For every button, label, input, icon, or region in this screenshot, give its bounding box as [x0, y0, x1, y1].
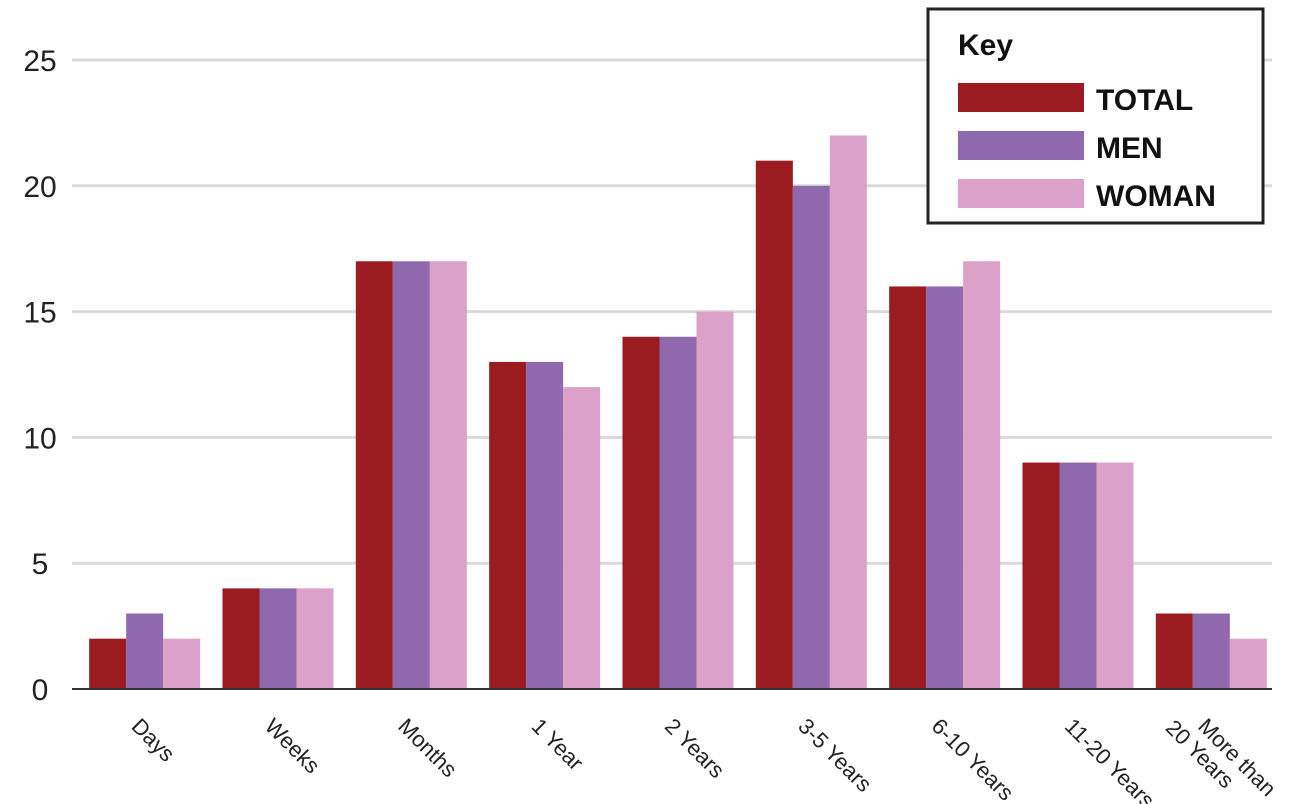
legend-swatch-men	[958, 131, 1084, 160]
bar-woman	[1096, 462, 1134, 689]
bar-woman	[296, 588, 334, 689]
bar-men	[259, 588, 297, 689]
bar-men	[392, 261, 430, 689]
y-tick-label: 20	[23, 171, 56, 204]
bar-woman	[829, 135, 867, 690]
y-tick-label: 15	[23, 297, 56, 330]
bar-men	[1059, 462, 1097, 689]
bar-total	[222, 588, 260, 689]
bar-total	[622, 336, 660, 689]
legend-items: TOTAL MEN WOMAN	[958, 83, 1216, 213]
bar-woman	[963, 261, 1001, 689]
bar-woman	[1229, 638, 1267, 689]
bar-total	[889, 286, 927, 689]
bar-woman	[429, 261, 467, 689]
x-category-label: 1 Year	[527, 713, 589, 775]
bar-total	[489, 361, 527, 689]
bars	[89, 135, 1267, 690]
x-category-label: Months	[393, 713, 462, 782]
bar-men	[1192, 613, 1230, 689]
legend-title: Key	[958, 29, 1013, 62]
y-tick-label: 10	[23, 422, 56, 455]
legend-label-total: TOTAL	[1096, 84, 1193, 117]
y-tick-label: 25	[23, 45, 56, 78]
x-axis-category-labels: Days Weeks Months 1 Year 2 Years 3-5 Years 6-1…	[127, 698, 1281, 804]
bar-total	[1022, 462, 1060, 689]
bar-men	[659, 336, 697, 689]
x-category-label: Days	[127, 713, 180, 766]
bar-men	[526, 361, 564, 689]
bar-men	[792, 185, 830, 690]
x-category-label: 6-10 Years	[927, 713, 1019, 804]
x-category-label: Weeks	[260, 713, 325, 778]
legend-label-men: MEN	[1096, 132, 1163, 165]
y-tick-label: 0	[32, 674, 49, 707]
legend-swatch-woman	[958, 179, 1084, 208]
bar-woman	[563, 387, 601, 689]
bar-total	[755, 160, 793, 689]
legend: Key TOTAL MEN WOMAN	[926, 7, 1265, 225]
legend-label-woman: WOMAN	[1096, 180, 1216, 213]
legend-swatch-total	[958, 83, 1084, 112]
x-category-label: 2 Years	[660, 713, 730, 783]
bar-men	[126, 613, 164, 689]
x-category-label: More than20 Years	[1161, 698, 1281, 804]
x-category-label: 3-5 Years	[793, 713, 876, 796]
y-tick-label: 5	[32, 548, 49, 581]
bar-total	[355, 261, 393, 689]
bar-men	[926, 286, 964, 689]
bar-total	[89, 638, 127, 689]
bar-woman	[696, 311, 734, 689]
bar-woman	[163, 638, 201, 689]
y-axis-tick-labels: 0 5 10 15 20 25	[23, 45, 56, 707]
bar-total	[1155, 613, 1193, 689]
x-category-label: 11-20 Years	[1060, 713, 1160, 804]
